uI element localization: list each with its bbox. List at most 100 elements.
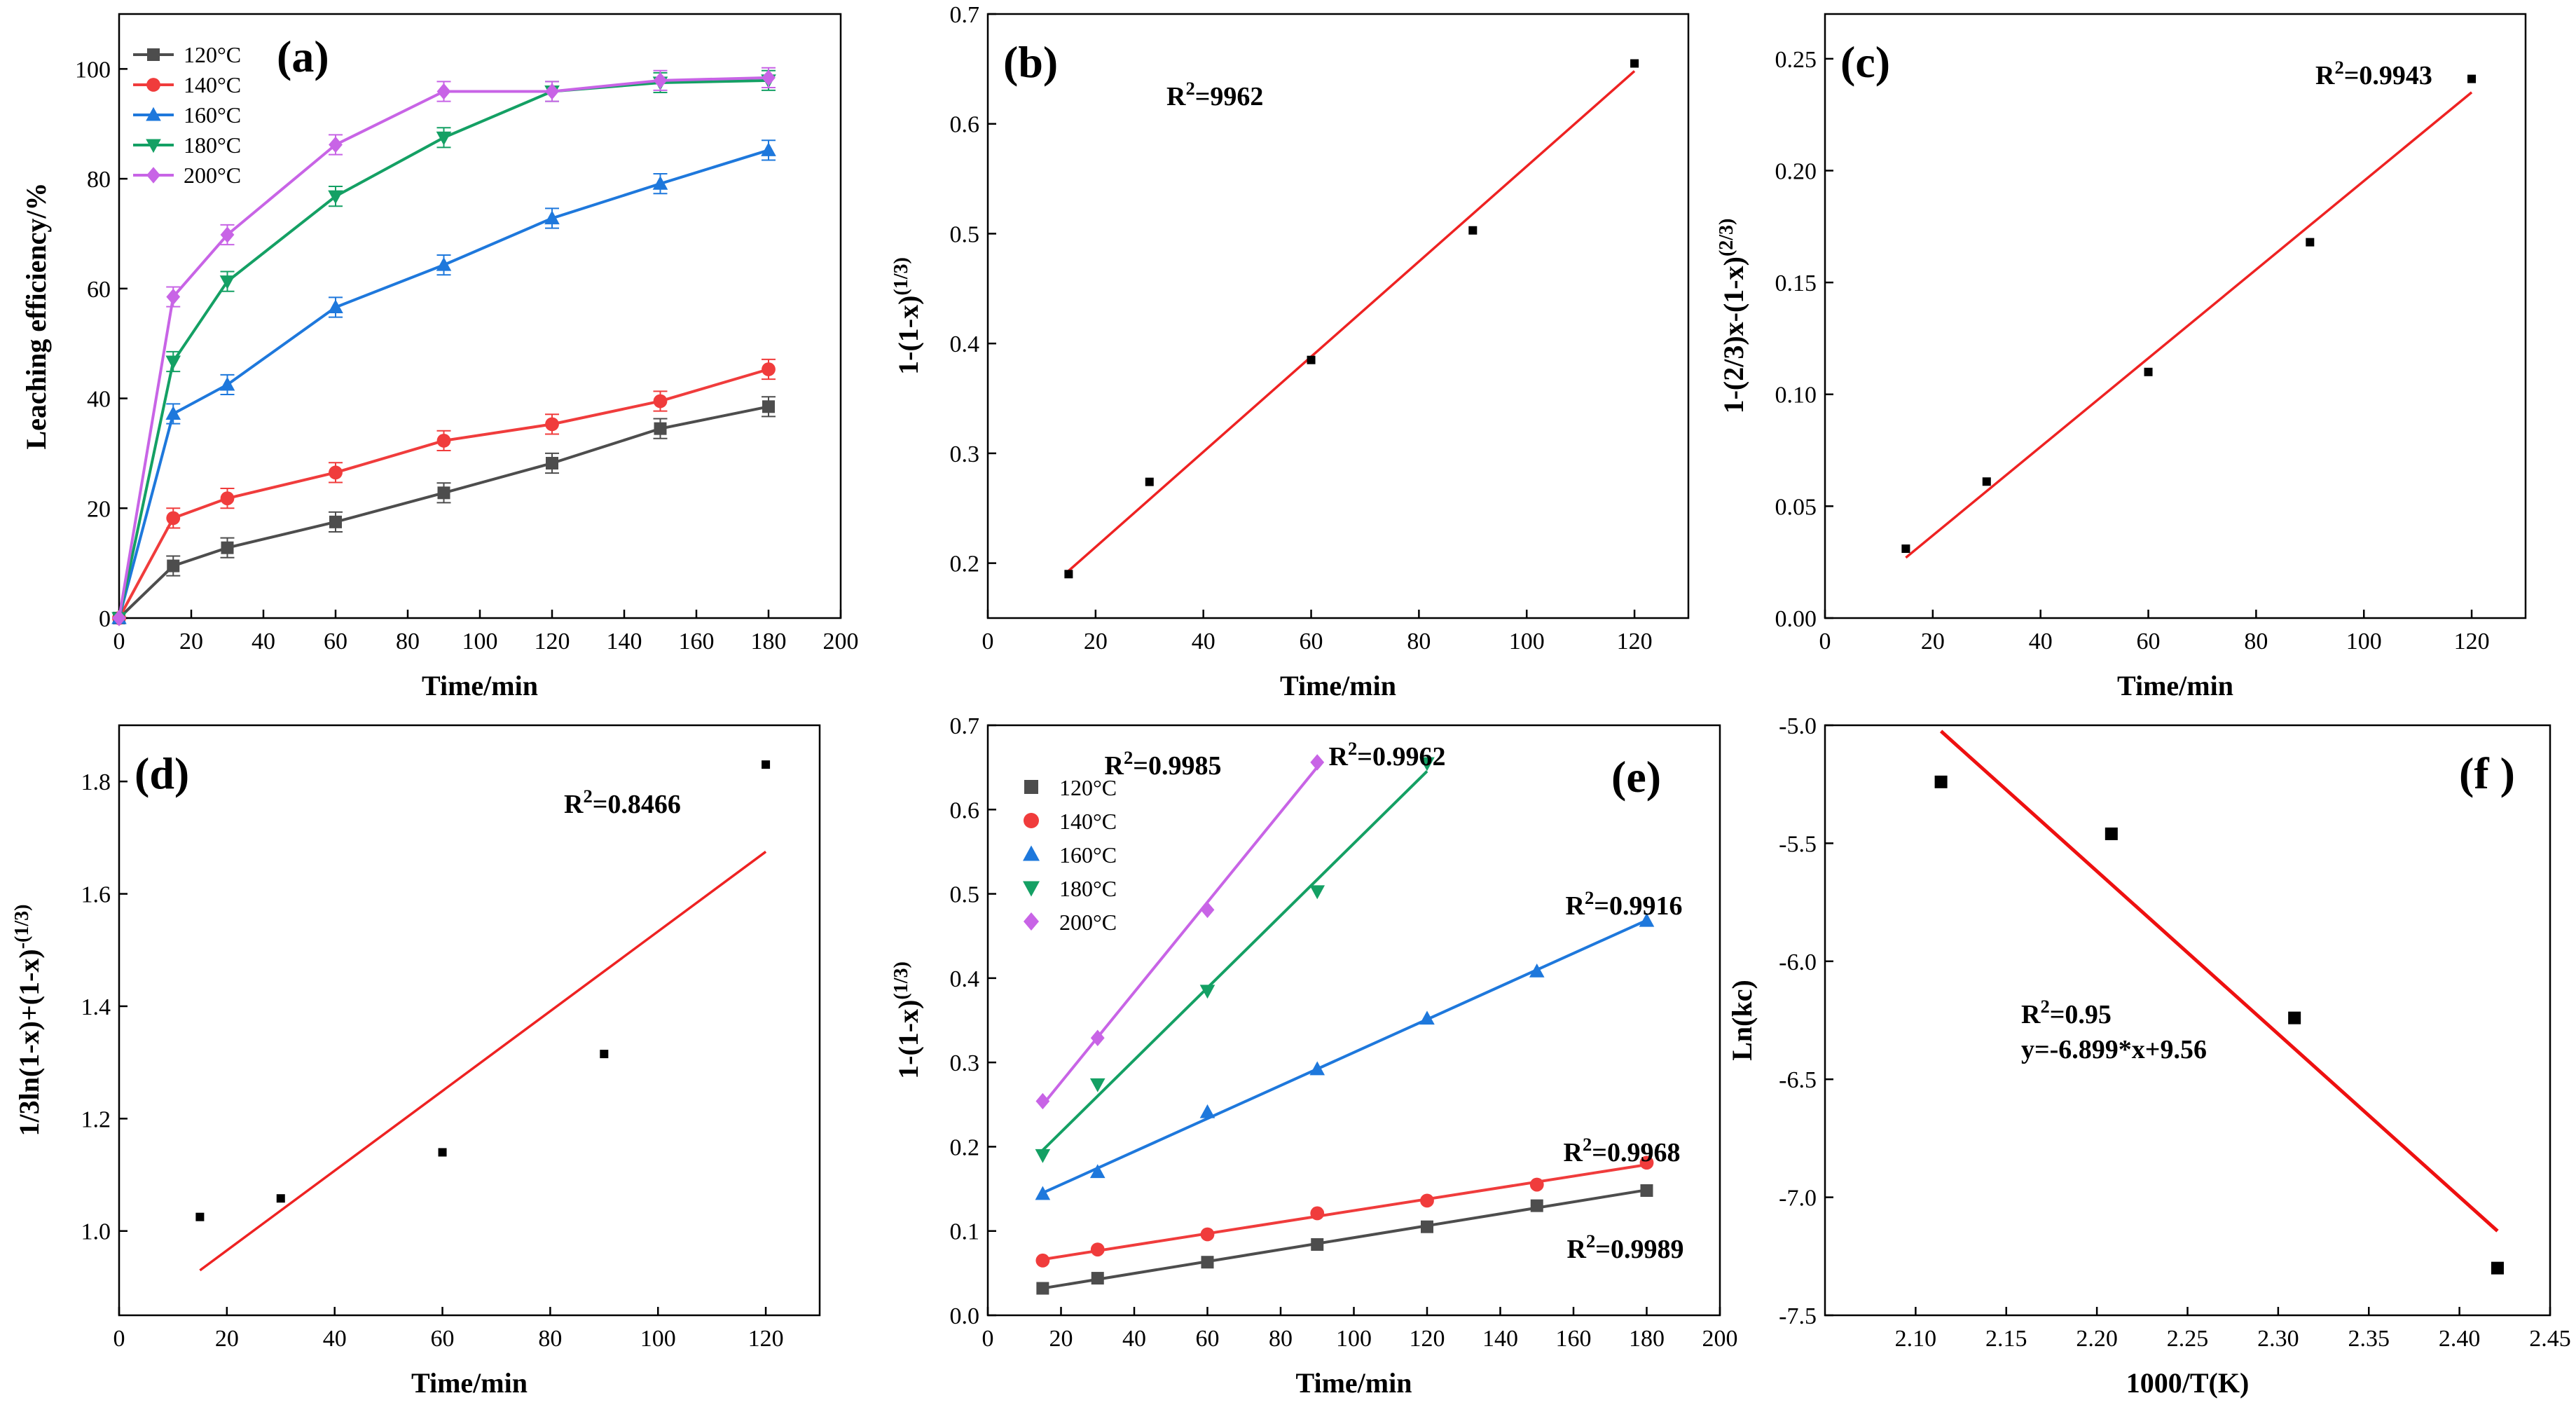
- series-line-200°C: [1041, 766, 1318, 1106]
- y-axis-title: Ln(kc): [1726, 980, 1758, 1061]
- data-point: [546, 457, 558, 470]
- y-tick-label: 80: [87, 167, 111, 193]
- y-tick-label: -6.5: [1779, 1067, 1817, 1093]
- panel-f: 2.10 2.15 2.20 2.25 2.30 2.35 2.40 2.45 -7.5 -7.0…: [1726, 713, 2571, 1399]
- legend-marker: [1024, 780, 1038, 794]
- data-point: [1901, 544, 1910, 554]
- series-line-120°C: [118, 405, 769, 619]
- legend-label: 140°C: [184, 72, 241, 97]
- panel-a: 0 20 40 60 80 100 120 140 160 180 200 0 20 40 60 80 100 T…: [20, 13, 859, 701]
- x-tick-label: 160: [1556, 1326, 1592, 1352]
- x-tick-label: 20: [1921, 629, 1945, 654]
- y-axis-title: 1-(1-x)(1/3): [890, 257, 925, 375]
- fit-line: [1068, 70, 1636, 572]
- data-point: [762, 760, 771, 769]
- x-tick-label: 20: [1084, 629, 1108, 654]
- x-tick-label: 140: [1482, 1326, 1518, 1352]
- legend-label: 180°C: [184, 132, 241, 158]
- panel-label: (c): [1840, 37, 1890, 87]
- x-tick-label: 100: [462, 629, 498, 654]
- fit-line: [1905, 91, 2473, 559]
- y-tick-label: 0.3: [950, 441, 980, 467]
- y-axis-title: 1-(2/3)x-(1-x)(2/3): [1716, 219, 1750, 414]
- x-tick-label: 100: [1509, 629, 1545, 654]
- r2-label: R2=0.9968: [1564, 1134, 1681, 1167]
- data-point: [1419, 1010, 1435, 1025]
- plot-frame: [1824, 13, 2527, 619]
- legend-marker: [1024, 813, 1039, 828]
- y-tick-label: 0.2: [950, 551, 980, 577]
- y-tick-label: 0.5: [950, 221, 980, 247]
- plot-frame: [1824, 724, 2551, 1317]
- data-point: [2306, 238, 2315, 247]
- r2-label: R2=0.9989: [1567, 1231, 1684, 1264]
- series-line-160°C: [1042, 919, 1648, 1195]
- x-tick-label: 180: [751, 629, 787, 654]
- data-point: [762, 362, 776, 376]
- legend-label: 200°C: [184, 163, 241, 188]
- data-point: [219, 275, 235, 289]
- data-point: [545, 83, 559, 100]
- data-point: [1090, 1242, 1105, 1257]
- x-tick-label: 20: [215, 1326, 239, 1352]
- x-tick-label: 120: [2454, 629, 2490, 654]
- legend-label: 200°C: [1059, 910, 1117, 935]
- x-axis-title: Time/min: [2117, 670, 2233, 701]
- y-tick-label: 60: [87, 277, 111, 303]
- x-tick-label: 40: [252, 629, 275, 654]
- y-tick-label: 0.15: [1775, 270, 1817, 296]
- y-tick-label: -6.0: [1779, 950, 1817, 975]
- plot-frame: [118, 724, 821, 1317]
- r2-annotation: R2=0.9943: [2315, 57, 2432, 90]
- data-point: [436, 83, 451, 100]
- data-point: [761, 142, 776, 156]
- x-tick-label: 0: [982, 1326, 994, 1352]
- data-point: [328, 190, 343, 205]
- x-tick-label: 200: [823, 629, 859, 654]
- data-point: [1035, 1253, 1050, 1268]
- data-point: [1640, 1184, 1653, 1197]
- x-tick-label: 120: [1617, 629, 1653, 654]
- x-tick-label: 60: [431, 1326, 455, 1352]
- panel-label: (d): [135, 748, 189, 798]
- y-tick-label: 0.5: [950, 882, 980, 908]
- series-line-140°C: [118, 368, 769, 619]
- legend-label: 160°C: [1059, 842, 1117, 868]
- data-point: [437, 486, 450, 500]
- data-point: [2288, 1011, 2301, 1024]
- legend-marker: [1023, 881, 1040, 897]
- data-point: [1310, 1206, 1325, 1221]
- data-point: [1145, 477, 1154, 486]
- y-tick-label: 0.1: [950, 1219, 980, 1245]
- data-point: [2491, 1261, 2504, 1275]
- data-point: [1309, 885, 1325, 900]
- x-tick-label: 80: [396, 629, 420, 654]
- data-point: [1934, 775, 1948, 788]
- y-tick-label: 0.4: [950, 331, 980, 357]
- x-axis-title: Time/min: [1280, 670, 1396, 701]
- data-point: [1035, 1092, 1050, 1110]
- y-tick-label: -7.0: [1779, 1186, 1817, 1212]
- data-point: [112, 610, 126, 626]
- x-axis-title: 1000/T(K): [2126, 1367, 2250, 1399]
- legend-marker: [146, 107, 161, 121]
- y-tick-label: 0.25: [1775, 47, 1817, 73]
- data-point: [762, 69, 776, 86]
- x-tick-label: 100: [640, 1326, 676, 1352]
- y-tick-label: 0.20: [1775, 158, 1817, 184]
- data-point: [219, 376, 235, 391]
- x-tick-label: 40: [323, 1326, 347, 1352]
- panel-label: (e): [1611, 752, 1661, 802]
- series-line-180°C: [1041, 770, 1428, 1151]
- x-axis-title: Time/min: [411, 1367, 528, 1399]
- data-point: [654, 422, 667, 435]
- x-tick-label: 40: [1192, 629, 1215, 654]
- legend-marker: [146, 139, 161, 153]
- y-tick-label: 1.6: [81, 882, 111, 908]
- y-tick-label: 0.6: [950, 797, 980, 823]
- data-point: [436, 131, 452, 146]
- legend-label: 160°C: [184, 102, 241, 128]
- r2-label: R2=0.9985: [1105, 747, 1222, 781]
- x-axis-title: Time/min: [1296, 1367, 1412, 1399]
